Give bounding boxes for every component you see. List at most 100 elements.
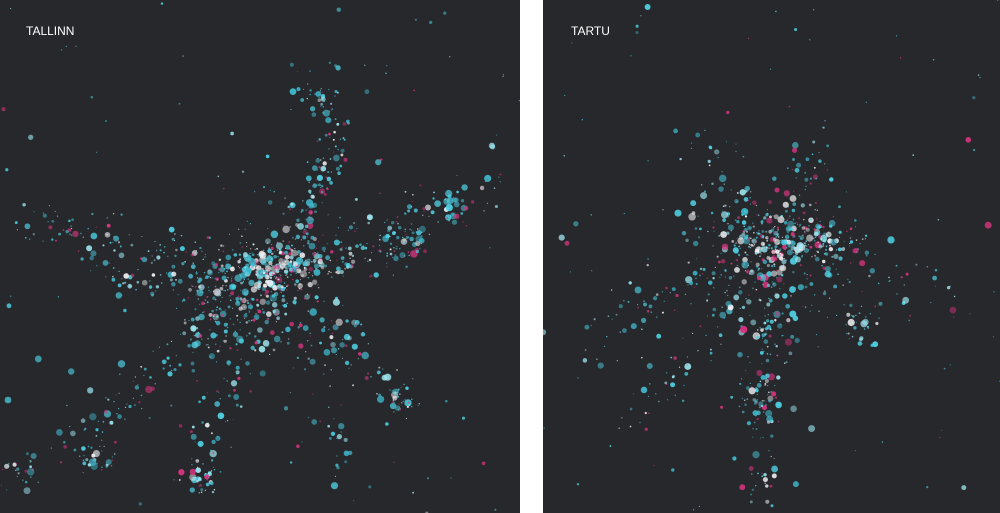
dot bbox=[208, 476, 210, 479]
dot bbox=[593, 318, 596, 321]
dot bbox=[181, 300, 184, 302]
dot bbox=[118, 270, 120, 273]
dot bbox=[283, 303, 288, 308]
dot bbox=[359, 243, 362, 246]
dot bbox=[648, 412, 650, 414]
dot bbox=[748, 237, 750, 239]
dot bbox=[961, 485, 967, 491]
dot bbox=[264, 289, 269, 294]
dot bbox=[234, 330, 237, 332]
dot bbox=[299, 322, 302, 324]
dot bbox=[225, 263, 232, 270]
dot bbox=[23, 487, 31, 495]
dot bbox=[119, 245, 122, 248]
dot bbox=[814, 256, 820, 262]
dot bbox=[762, 477, 768, 483]
dot bbox=[758, 214, 760, 216]
dot bbox=[673, 356, 677, 360]
dot bbox=[277, 255, 279, 258]
dot bbox=[393, 250, 396, 253]
dot bbox=[742, 237, 745, 239]
dot bbox=[199, 246, 202, 250]
dot bbox=[219, 294, 221, 297]
dot bbox=[306, 236, 308, 238]
dot bbox=[900, 276, 903, 279]
dot bbox=[214, 401, 221, 407]
dot bbox=[239, 321, 241, 324]
dot bbox=[755, 204, 758, 207]
dot bbox=[262, 308, 264, 310]
dot bbox=[284, 312, 288, 316]
dot bbox=[143, 374, 145, 377]
dot bbox=[345, 319, 349, 323]
dot bbox=[158, 346, 161, 348]
dot bbox=[965, 137, 972, 143]
dot bbox=[7, 462, 10, 465]
dot bbox=[738, 245, 741, 248]
dot bbox=[334, 90, 338, 93]
dot bbox=[239, 329, 241, 331]
dot bbox=[629, 407, 633, 411]
dot bbox=[773, 254, 775, 257]
dot bbox=[289, 248, 292, 250]
dot bbox=[564, 240, 570, 246]
dot bbox=[724, 204, 727, 207]
dot bbox=[140, 407, 143, 410]
dot bbox=[237, 259, 241, 264]
dot bbox=[101, 469, 103, 471]
dot bbox=[718, 186, 724, 192]
dot bbox=[756, 329, 759, 331]
dot bbox=[820, 235, 828, 242]
dot bbox=[859, 336, 864, 341]
dot bbox=[788, 351, 793, 356]
dot bbox=[453, 201, 460, 208]
dot bbox=[302, 200, 304, 202]
dot bbox=[741, 213, 744, 216]
dot bbox=[953, 295, 956, 298]
dot bbox=[204, 472, 206, 475]
dot bbox=[364, 257, 366, 260]
dot bbox=[796, 162, 802, 168]
dot bbox=[187, 297, 190, 299]
dot bbox=[333, 130, 336, 134]
dot bbox=[246, 299, 249, 302]
dot bbox=[267, 248, 272, 254]
dot bbox=[769, 484, 773, 488]
dot bbox=[371, 252, 373, 254]
dot bbox=[688, 213, 696, 221]
dot bbox=[251, 261, 253, 264]
dot bbox=[333, 418, 335, 420]
dot bbox=[792, 218, 795, 221]
dot bbox=[346, 119, 350, 124]
dot bbox=[790, 240, 796, 246]
dot bbox=[768, 200, 772, 204]
dot bbox=[243, 256, 245, 258]
dot bbox=[833, 253, 839, 260]
dot bbox=[262, 310, 266, 314]
dot bbox=[303, 368, 307, 371]
dot bbox=[339, 247, 343, 252]
dot bbox=[192, 351, 194, 354]
dot bbox=[767, 385, 769, 387]
dot bbox=[292, 260, 295, 262]
dot bbox=[372, 245, 375, 248]
dot bbox=[334, 118, 337, 121]
dot bbox=[393, 401, 395, 403]
dot bbox=[285, 244, 291, 250]
dot bbox=[832, 263, 834, 265]
dot bbox=[101, 450, 103, 452]
dot bbox=[4, 463, 10, 469]
dot bbox=[722, 205, 725, 208]
dot bbox=[762, 259, 768, 265]
dot bbox=[784, 234, 790, 240]
dot bbox=[324, 264, 327, 268]
dot bbox=[297, 283, 303, 289]
dot bbox=[946, 286, 951, 290]
dot bbox=[323, 300, 325, 302]
dot bbox=[815, 217, 818, 220]
dot bbox=[218, 323, 221, 325]
dot bbox=[65, 45, 67, 48]
dot bbox=[791, 208, 796, 213]
dot bbox=[768, 391, 770, 394]
dot bbox=[878, 301, 883, 306]
